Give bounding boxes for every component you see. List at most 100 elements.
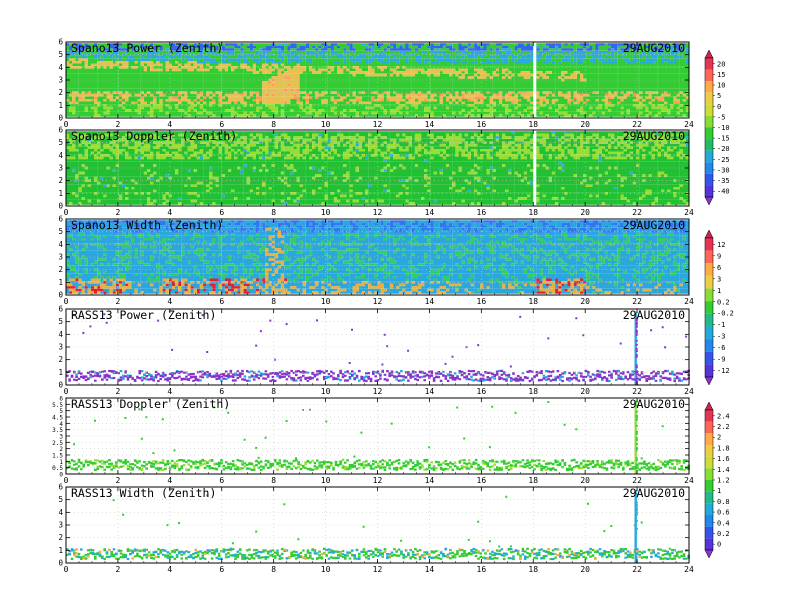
panel-title: Spano13 Width (Zenith)	[71, 218, 223, 232]
y-tick-label: 3.5	[52, 427, 63, 434]
y-tick-label: 3	[58, 343, 63, 352]
colorbar-segment	[705, 127, 713, 140]
x-tick-label: 4	[167, 565, 172, 574]
x-tick-label: 22	[632, 120, 642, 129]
colorbar-label: 0	[717, 103, 721, 111]
panel-title: Spano13 Power (Zenith)	[71, 41, 223, 55]
colorbar-segment	[705, 351, 713, 365]
data-cells	[66, 220, 689, 294]
colorbar-segment	[705, 81, 713, 93]
x-tick-label: 18	[528, 120, 538, 129]
colorbar-label: 0.4	[717, 519, 730, 527]
x-tick-label: 18	[528, 565, 538, 574]
colorbar-label: 2.4	[717, 412, 730, 420]
x-tick-label: 8	[271, 297, 276, 306]
data-cells	[73, 547, 653, 561]
x-tick-label: 10	[321, 476, 331, 485]
colorbar-segment	[705, 263, 713, 276]
x-tick-label: 4	[167, 208, 172, 217]
x-tick-label: 0	[64, 120, 69, 129]
data-cells	[66, 489, 690, 563]
x-tick-label: 20	[580, 120, 590, 129]
x-tick-label: 4	[167, 476, 172, 485]
colorbar-segment	[705, 339, 713, 352]
x-tick-label: 0	[64, 476, 69, 485]
colorbar-label: -10	[717, 124, 730, 132]
colorbar-label: 2	[717, 434, 721, 442]
x-tick-label: 2	[116, 565, 121, 574]
x-tick-label: 8	[271, 208, 276, 217]
colorbar-segment	[705, 104, 713, 116]
x-tick-label: 6	[219, 208, 224, 217]
colorbar-segment	[705, 433, 713, 445]
colorbar-label: -1	[717, 321, 725, 329]
colorbar-segment	[705, 238, 713, 251]
data-cells	[66, 227, 683, 294]
panel-date: 29AUG2010	[623, 218, 685, 232]
data-cells	[66, 43, 686, 51]
x-tick-label: 10	[321, 387, 331, 396]
colorbar-label: 1	[717, 287, 721, 295]
data-cells	[66, 400, 686, 474]
x-tick-label: 8	[271, 387, 276, 396]
colorbar-cap-bottom	[704, 376, 714, 386]
panel-date: 29AUG2010	[623, 308, 685, 322]
y-tick-label: 4	[58, 240, 63, 249]
colorbar-segment	[705, 364, 713, 377]
colorbar-label: 1.2	[717, 477, 730, 485]
colorbar-label: 0.2	[717, 298, 730, 306]
x-tick-label: 6	[219, 120, 224, 129]
x-tick-label: 24	[684, 297, 694, 306]
x-tick-label: 18	[528, 208, 538, 217]
x-tick-label: 20	[580, 208, 590, 217]
x-tick-label: 4	[167, 387, 172, 396]
x-tick-label: 14	[425, 476, 435, 485]
colorbar-segment	[705, 92, 713, 105]
colorbar-segment	[705, 326, 713, 340]
colorbar-label: -40	[717, 188, 730, 196]
colorbar-3: 2.4 2.2 2 1.8 1.6 1.4 1.2 1 0.8 0.6 0.4 0.2 0	[704, 401, 730, 559]
data-cells	[66, 400, 690, 472]
x-tick-label: 8	[271, 565, 276, 574]
x-tick-label: 14	[425, 208, 435, 217]
colorbar-label: -25	[717, 156, 730, 164]
colorbar-cap-top	[704, 229, 714, 239]
x-tick-label: 16	[477, 565, 487, 574]
colorbar-segment	[705, 58, 713, 70]
colorbar-segment	[705, 69, 713, 82]
colorbar-segment	[705, 538, 713, 550]
y-tick-label: 1	[58, 278, 63, 287]
y-tick-label: 1	[58, 546, 63, 555]
y-tick-label: 0.5	[52, 465, 63, 472]
panel-date: 29AUG2010	[623, 129, 685, 143]
y-tick-label: 3	[59, 434, 63, 441]
data-cells	[66, 43, 689, 64]
colorbar-segment	[705, 410, 713, 422]
y-tick-label: 3	[58, 521, 63, 530]
colorbar-segment	[705, 162, 713, 174]
y-tick-label: 5	[59, 408, 63, 415]
colorbar-label: 2.2	[717, 423, 730, 431]
y-tick-label: 2	[58, 533, 63, 542]
colorbar-label: 0.2	[717, 530, 730, 538]
x-tick-label: 2	[116, 297, 121, 306]
x-tick-label: 14	[425, 387, 435, 396]
colorbar-label: 20	[717, 60, 725, 68]
panel-title: RASS13 Width (Zenith)	[71, 486, 216, 500]
y-tick-label: 2	[58, 88, 63, 97]
x-tick-label: 18	[528, 387, 538, 396]
colorbar-segment	[705, 515, 713, 527]
x-tick-label: 22	[632, 208, 642, 217]
colorbar-segment	[705, 288, 713, 302]
x-tick-label: 4	[167, 120, 172, 129]
colorbar-label: -35	[717, 177, 730, 185]
y-tick-label: 4	[58, 63, 63, 72]
y-tick-label: 6	[59, 396, 63, 403]
y-tick-label: 0	[58, 202, 63, 211]
colorbar-label: -3	[717, 333, 725, 341]
data-field	[66, 489, 690, 563]
x-tick-label: 12	[373, 208, 383, 217]
y-tick-label: 2	[59, 446, 63, 453]
